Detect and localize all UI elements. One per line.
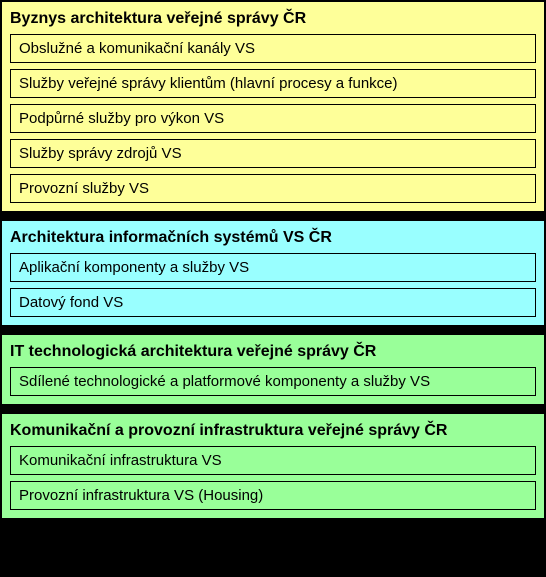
layer-item: Podpůrné služby pro výkon VS (10, 104, 536, 133)
layer-item: Datový fond VS (10, 288, 536, 317)
layer-title: Byznys architektura veřejné správy ČR (10, 10, 538, 28)
layer-item: Provozní služby VS (10, 174, 536, 203)
architecture-diagram: Byznys architektura veřejné správy ČR Obs… (0, 0, 546, 520)
layer-2: IT technologická architektura veřejné sp… (0, 333, 546, 406)
layer-title: IT technologická architektura veřejné sp… (10, 343, 538, 361)
layer-item: Sdílené technologické a platformové komp… (10, 367, 536, 396)
layer-item: Obslužné a komunikační kanály VS (10, 34, 536, 63)
layer-0: Byznys architektura veřejné správy ČR Obs… (0, 0, 546, 213)
layer-title: Architektura informačních systémů VS ČR (10, 229, 538, 247)
layer-item: Služby správy zdrojů VS (10, 139, 536, 168)
layer-1: Architektura informačních systémů VS ČR A… (0, 219, 546, 327)
layer-item: Komunikační infrastruktura VS (10, 446, 536, 475)
layer-item: Služby veřejné správy klientům (hlavní p… (10, 69, 536, 98)
layer-item: Provozní infrastruktura VS (Housing) (10, 481, 536, 510)
layer-3: Komunikační a provozní infrastruktura ve… (0, 412, 546, 520)
layer-title: Komunikační a provozní infrastruktura ve… (10, 422, 538, 440)
layer-item: Aplikační komponenty a služby VS (10, 253, 536, 282)
